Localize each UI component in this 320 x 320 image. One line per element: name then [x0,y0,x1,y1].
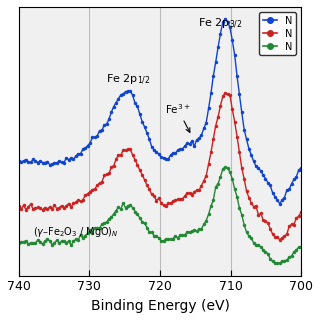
Legend: N, N, N: N, N, N [259,12,296,55]
Text: Fe$^{3+}$: Fe$^{3+}$ [165,102,190,132]
X-axis label: Binding Energy (eV): Binding Energy (eV) [91,299,229,313]
Text: Fe 2p$_{1/2}$: Fe 2p$_{1/2}$ [106,73,150,87]
Text: Fe 2p$_{3/2}$: Fe 2p$_{3/2}$ [198,17,242,31]
Text: ($\gamma$–Fe$_2$O$_3$ / MgO)$_N$: ($\gamma$–Fe$_2$O$_3$ / MgO)$_N$ [33,225,119,239]
